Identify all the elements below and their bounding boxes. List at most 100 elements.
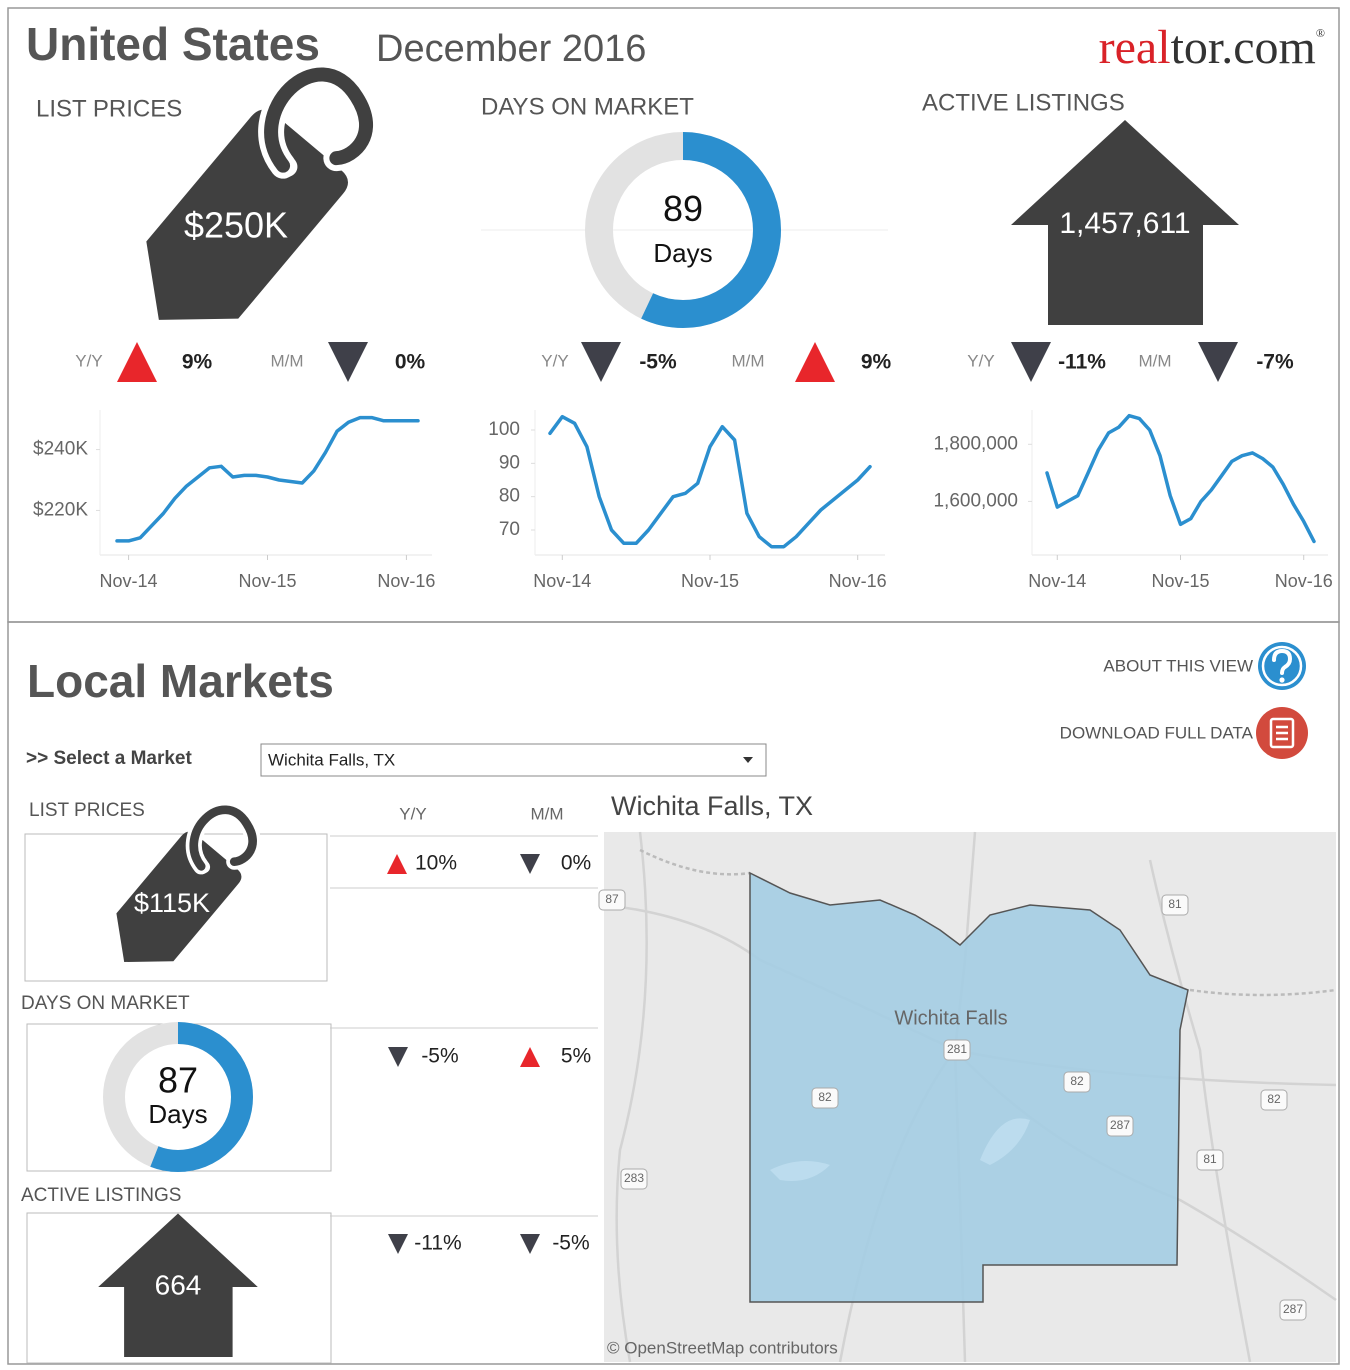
x-tick-label: Nov-16: [377, 571, 435, 591]
local-frame: [7, 621, 1340, 1365]
down-indicator: [1198, 342, 1238, 382]
download-icon[interactable]: [1256, 707, 1308, 759]
help-circle[interactable]: [1258, 642, 1306, 690]
ring-unit: Days: [653, 238, 712, 268]
local-title: Local Markets: [27, 655, 334, 707]
sparkline: [548, 414, 872, 549]
county-shape[interactable]: [749, 871, 1189, 1303]
x-tick-label: Nov-15: [1151, 571, 1209, 591]
help-glyph[interactable]: [1272, 648, 1293, 675]
down-indicator: [1011, 342, 1051, 382]
y-tick-label: $220K: [33, 499, 88, 520]
change-value: -5%: [552, 1232, 589, 1255]
y-tick-label: 1,600,000: [933, 490, 1018, 511]
change-value: 0%: [561, 852, 591, 875]
change-label: M/M: [270, 351, 303, 370]
listing-arrow: [98, 1213, 258, 1357]
change-label: Y/Y: [75, 351, 102, 370]
select-label: >> Select a Market: [26, 748, 192, 769]
map-labels: Wichita Falls 281 82 82 287 81 82 81 283 87 287: [598, 889, 1307, 1321]
road: [1148, 859, 1252, 1363]
price-tag: [116, 801, 261, 962]
up-indicator: [387, 854, 407, 874]
column-header: M/M: [530, 804, 563, 823]
tag-string: [189, 805, 257, 871]
logo-mark: ®: [1316, 26, 1325, 40]
x-tick-label: Nov-16: [829, 571, 887, 591]
x-tick-label: Nov-14: [1028, 571, 1086, 591]
up-indicator: [795, 342, 835, 382]
download-lines[interactable]: [1276, 725, 1288, 741]
road-number: 82: [1267, 1092, 1281, 1106]
y-tick-label: 80: [499, 486, 520, 507]
download-link[interactable]: DOWNLOAD FULL DATA: [1060, 723, 1254, 742]
market-dropdown[interactable]: Wichita Falls, TX: [260, 743, 767, 777]
x-tick-label: Nov-15: [238, 571, 296, 591]
down-indicator: [520, 1234, 540, 1254]
change-label: Y/Y: [541, 351, 568, 370]
logo-part: tor.com: [1171, 21, 1316, 74]
lakes: [770, 1118, 1030, 1181]
metric-label: ACTIVE LISTINGS: [922, 89, 1125, 116]
down-indicator: [388, 1234, 408, 1254]
ring-value: [585, 132, 781, 328]
map-title: Wichita Falls, TX: [611, 791, 813, 821]
help-ring[interactable]: [1261, 645, 1303, 687]
change-value: -11%: [1058, 351, 1106, 374]
tag-value: $115K: [134, 888, 210, 918]
sparkline: [115, 415, 420, 543]
down-indicator: [581, 342, 621, 382]
ring-number: 87: [158, 1059, 198, 1100]
down-indicator: [388, 1047, 408, 1067]
tag-body: [146, 109, 348, 320]
ring-unit: Days: [148, 1099, 207, 1129]
change-value: 9%: [861, 351, 892, 374]
road-shield: [1063, 1071, 1091, 1093]
road: [615, 831, 648, 1363]
help-icon[interactable]: [1258, 642, 1306, 690]
arrow-value: 664: [155, 1269, 202, 1300]
down-indicator: [520, 854, 540, 874]
road-number: 87: [605, 892, 619, 906]
road-number: 82: [1070, 1074, 1084, 1088]
download-doc[interactable]: [1269, 717, 1295, 749]
border: [1189, 988, 1337, 997]
tag-string: [264, 67, 374, 173]
logo-part: real: [1099, 21, 1171, 74]
road-number: 287: [1110, 1118, 1130, 1132]
x-tick-label: Nov-14: [533, 571, 591, 591]
tag-value: $250K: [184, 205, 288, 246]
y-tick-label: 70: [499, 519, 520, 540]
sparkline: [1045, 413, 1316, 544]
change-value: 10%: [415, 852, 457, 875]
road-number: 82: [818, 1090, 832, 1104]
metric-label: ACTIVE LISTINGS: [21, 1185, 181, 1206]
up-indicator: [520, 1047, 540, 1067]
about-link[interactable]: ABOUT THIS VIEW: [1103, 656, 1253, 675]
dropdown-caret[interactable]: [743, 757, 753, 763]
change-label: M/M: [731, 351, 764, 370]
road-number: 81: [1168, 897, 1182, 911]
y-tick-label: 90: [499, 452, 520, 473]
road-shield: [620, 1168, 648, 1190]
change-value: -11%: [414, 1232, 461, 1255]
change-value: 0%: [395, 351, 426, 374]
dropdown-value[interactable]: Wichita Falls, TX: [268, 750, 395, 769]
price-tag: [146, 61, 379, 320]
logo: realtor.com®: [1099, 21, 1325, 74]
metric-label: LIST PRICES: [29, 800, 145, 821]
listing-arrow: [1011, 120, 1239, 325]
x-tick-label: Nov-16: [1275, 571, 1333, 591]
tag-body: [116, 831, 242, 962]
ring-number: 89: [663, 188, 703, 229]
road-number: 81: [1203, 1152, 1217, 1166]
dropdown-box[interactable]: [260, 743, 767, 777]
y-tick-label: 1,800,000: [933, 433, 1018, 454]
y-tick-label: 100: [488, 419, 520, 440]
road-shield: [1106, 1115, 1134, 1137]
change-label: M/M: [1138, 351, 1171, 370]
help-dot[interactable]: [1279, 677, 1285, 683]
ring-value: [103, 1022, 253, 1172]
page-title: United States: [26, 18, 320, 70]
